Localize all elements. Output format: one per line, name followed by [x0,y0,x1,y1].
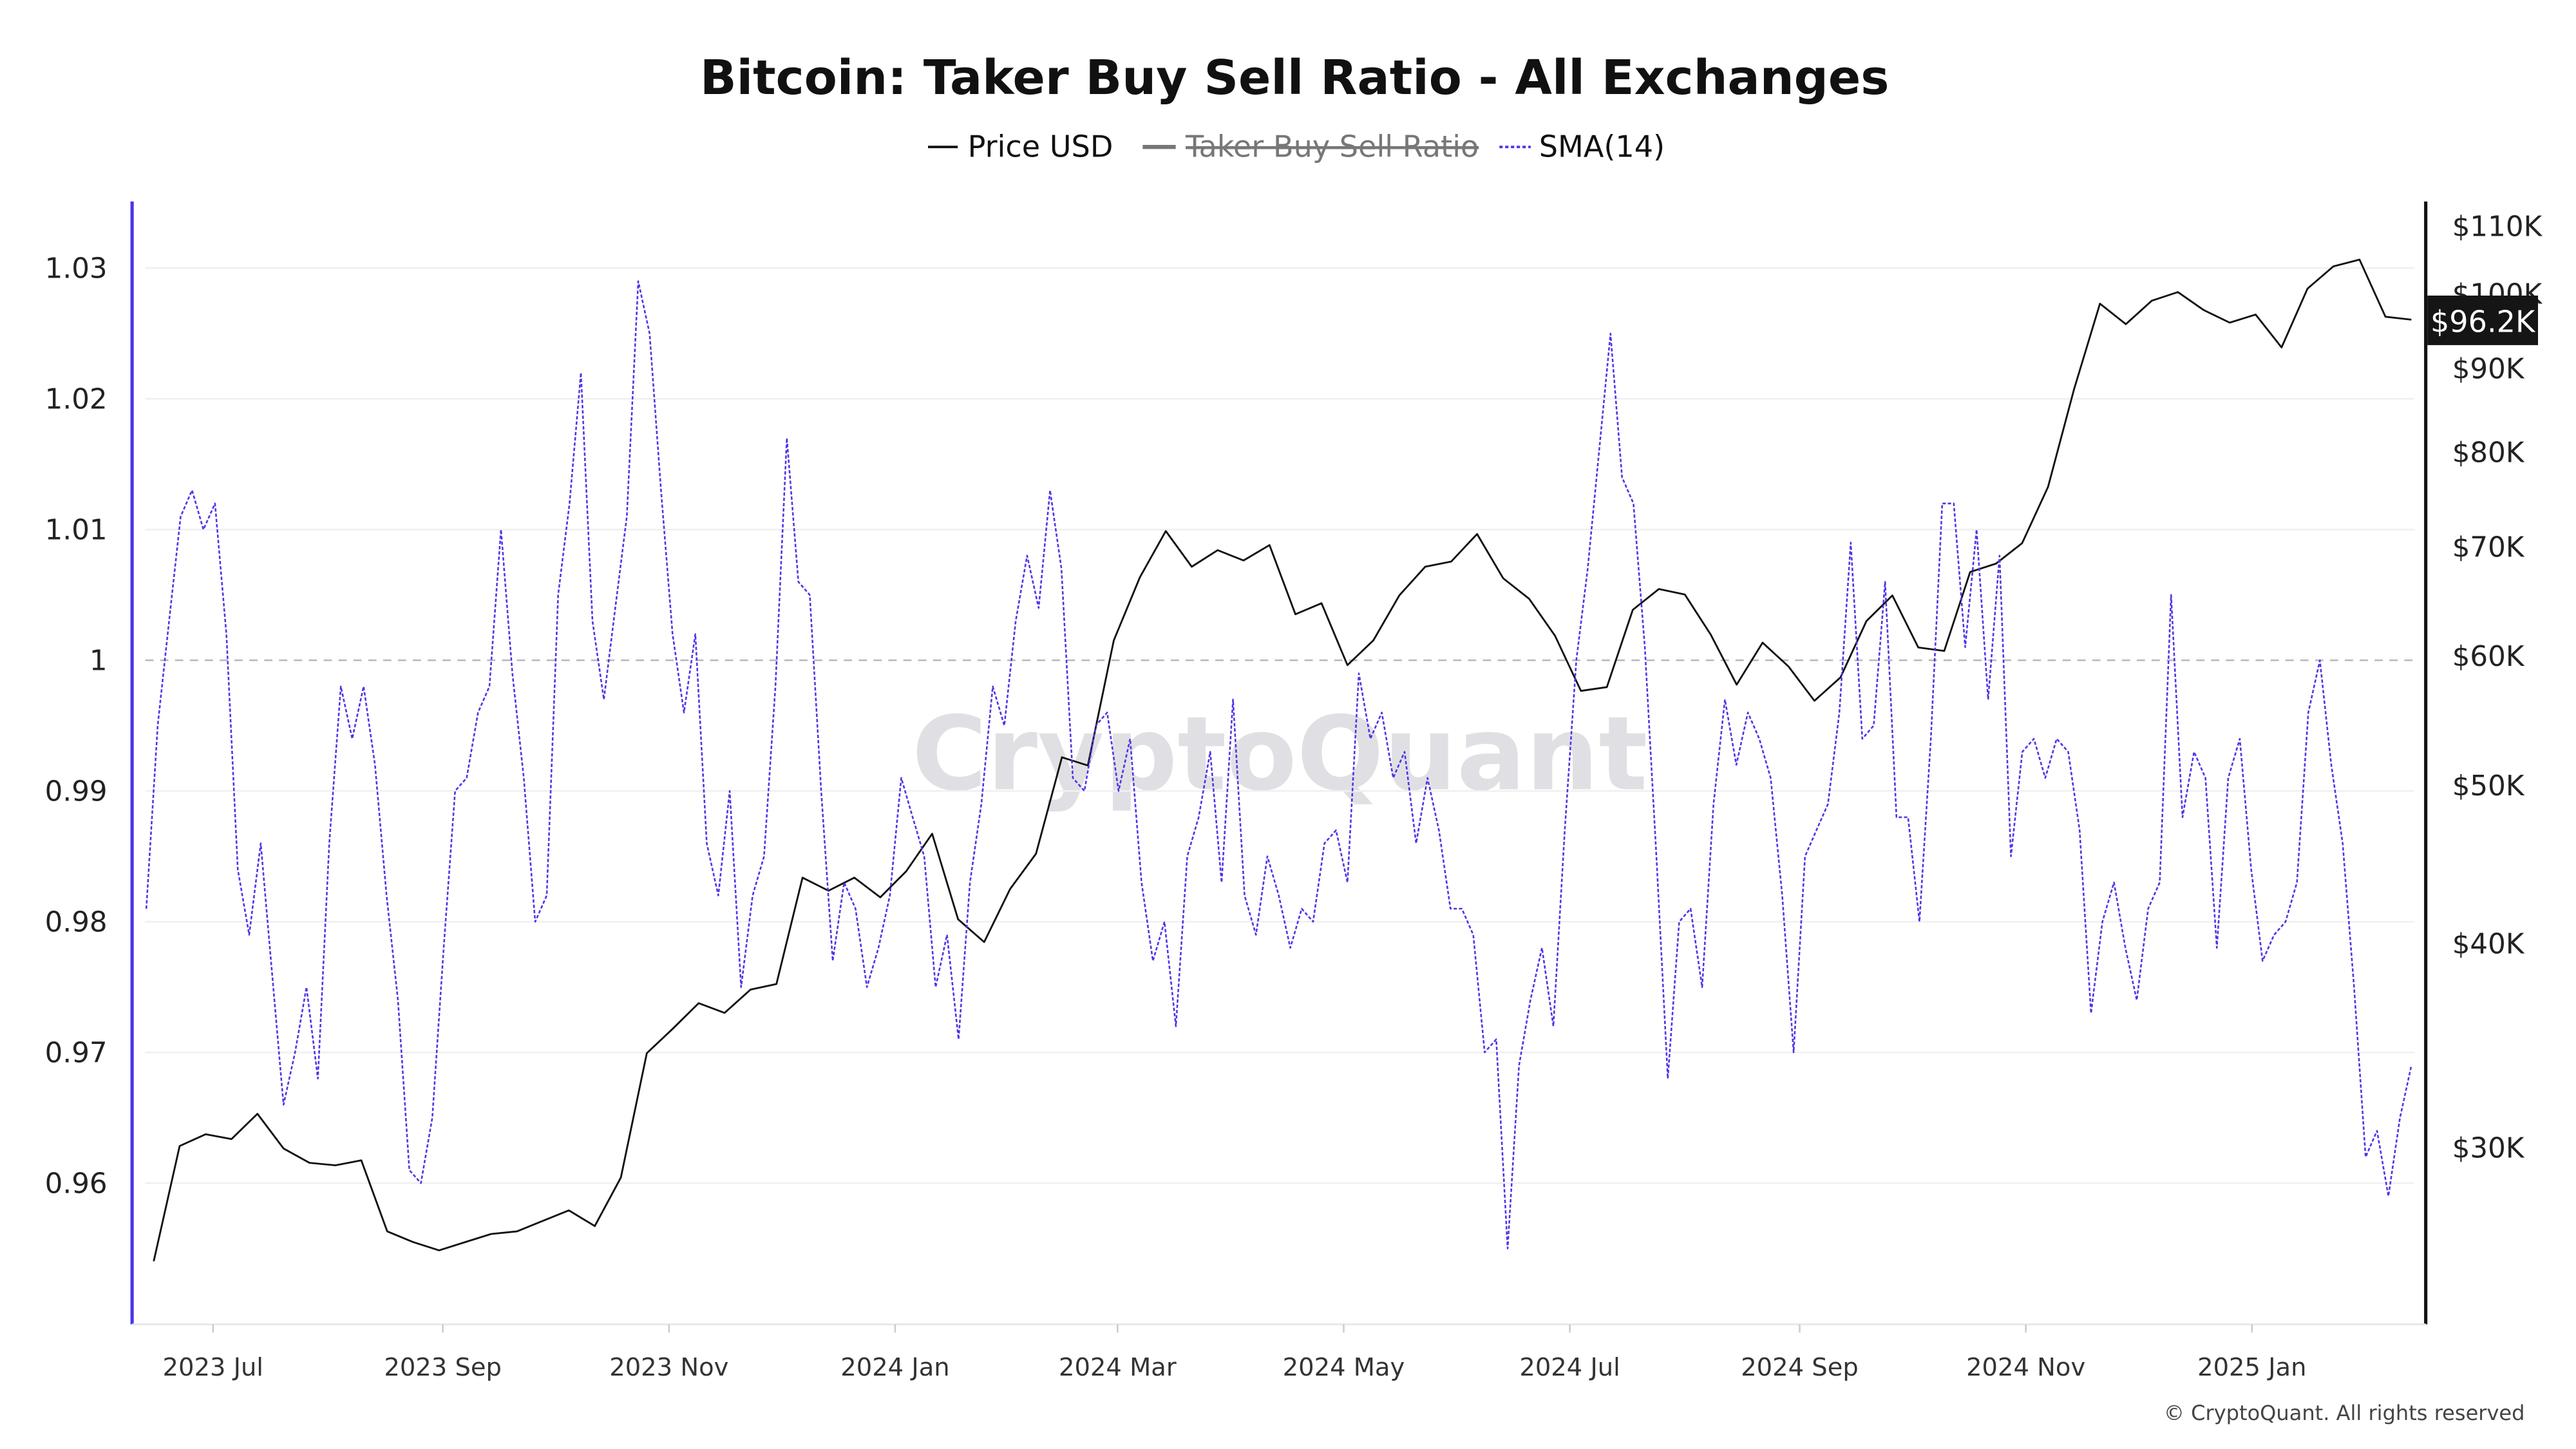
left-axis-tick-label: 0.99 [45,776,108,808]
left-axis-tick-label: 1.03 [45,253,108,285]
x-axis-tick-label: 2024 Mar [1059,1353,1177,1382]
right-axis-tick-label: $50K [2452,770,2525,802]
x-axis-tick-label: 2023 Nov [609,1353,728,1382]
left-axis-tick-label: 1.01 [45,515,108,547]
left-axis-tick-label: 1 [90,645,108,677]
sma-14-line [145,280,2412,1250]
last-price-badge: $96.2K [2427,295,2539,345]
gridlines [145,267,2414,1184]
right-axis-tick-label: $90K [2452,354,2525,386]
last-price-badge-label: $96.2K [2430,304,2536,339]
legend-label-ratio: Taker Buy Sell Ratio [1185,129,1479,164]
right-axis-tick-label: $70K [2452,531,2525,564]
x-axis-tick-label: 2023 Sep [384,1353,502,1382]
legend-label-price: Price USD [968,129,1113,164]
last-price-badge-bg [2427,295,2539,345]
right-axis-tick-label: $80K [2452,437,2525,469]
copyright: © CryptoQuant. All rights reserved [2164,1401,2525,1425]
price-usd-line [153,258,2412,1262]
legend-item-ratio[interactable]: Taker Buy Sell Ratio [1142,129,1479,164]
left-axis-tick-label: 0.97 [45,1037,108,1070]
right-axis-tick-label: $110K [2452,211,2543,243]
chart-title: Bitcoin: Taker Buy Sell Ratio - All Exch… [700,50,1889,106]
legend-item-price[interactable]: Price USD [928,129,1113,164]
left-axis-tick-label: 0.96 [45,1168,108,1200]
x-axis-tick-label: 2024 May [1283,1353,1405,1382]
left-axis: 1.03 1.02 1.01 1 0.99 0.98 0.97 0.96 [45,201,134,1325]
x-axis-tick-label: 2023 Jul [163,1353,263,1382]
legend: Price USD Taker Buy Sell Ratio SMA(14) [928,129,1665,164]
x-axis-tick-label: 2024 Jul [1519,1353,1620,1382]
left-axis-tick-label: 0.98 [45,907,108,939]
x-axis-tick-label: 2024 Sep [1741,1353,1859,1382]
x-axis-tick-label: 2025 Jan [2197,1353,2306,1382]
right-axis-tick-label: $60K [2452,641,2525,673]
legend-item-sma[interactable]: SMA(14) [1499,129,1665,164]
right-axis-tick-label: $30K [2452,1133,2525,1165]
watermark: CryptoQuant [912,695,1647,814]
right-axis-tick-label: $40K [2452,929,2525,961]
x-axis-tick-label: 2024 Nov [1966,1353,2085,1382]
x-axis: 2023 Jul 2023 Sep 2023 Nov 2024 Jan 2024 Mar… [132,1323,2426,1382]
left-axis-tick-label: 1.02 [45,384,108,416]
x-axis-tick-label: 2024 Jan [840,1353,949,1382]
legend-label-sma: SMA(14) [1539,129,1665,164]
right-axis: $110K$100K$90K$80K$70K$60K$50K$40K$30K [2424,201,2543,1325]
